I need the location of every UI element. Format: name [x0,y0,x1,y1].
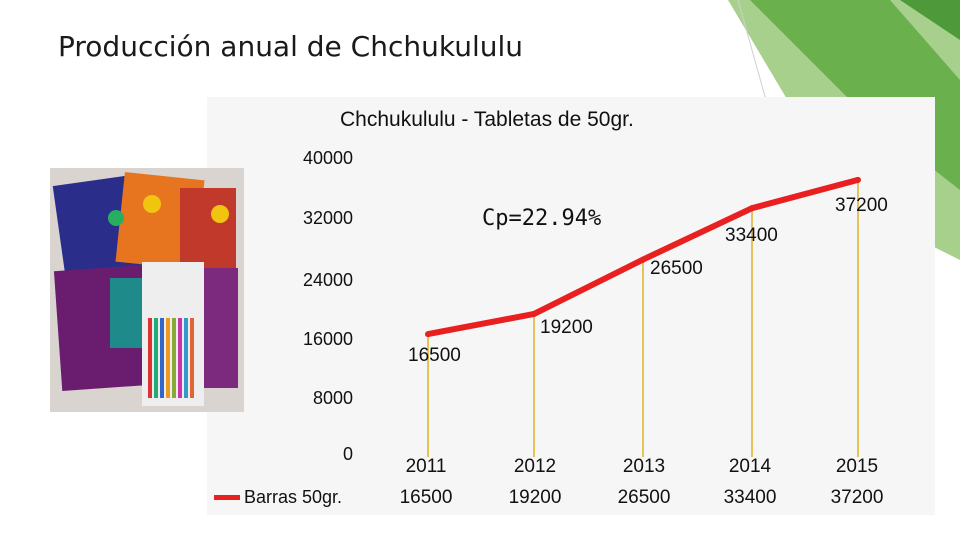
data-label: 33400 [725,225,778,246]
chocolate-product-photo [50,168,244,412]
growth-annotation: Cp=22.94% [482,206,602,231]
chart-title: Chchukululu - Tabletas de 50gr. [340,108,634,131]
table-year: 2012 [513,456,557,477]
table-value: 37200 [830,487,884,508]
table-year: 2011 [405,456,447,477]
y-tick-label: 0 [342,444,353,464]
data-point [640,256,646,263]
slide-title: Producción anual de Chchukululu [58,30,524,63]
data-label: 26500 [650,258,703,279]
legend: Barras 50gr. [214,487,342,508]
y-tick-label: 8000 [312,388,353,408]
data-point [531,310,537,317]
chart-panel [207,97,935,515]
table-year: 2015 [835,456,879,477]
data-point [855,176,861,183]
y-tick-label: 16000 [302,329,353,349]
y-tick-label: 32000 [302,208,353,228]
table-value: 26500 [617,487,671,508]
data-label: 37200 [835,195,888,216]
data-label: 16500 [408,345,461,366]
y-tick-label: 40000 [302,148,353,168]
table-value: 33400 [723,487,777,508]
legend-swatch [214,495,240,500]
table-year: 2014 [728,456,772,477]
data-point [425,331,431,338]
legend-label: Barras 50gr. [244,487,343,507]
data-label: 19200 [540,317,593,338]
table-value: 16500 [399,487,453,508]
y-tick-label: 24000 [302,270,353,290]
table-year: 2013 [622,456,666,477]
data-point [749,205,755,212]
table-value: 19200 [508,487,562,508]
